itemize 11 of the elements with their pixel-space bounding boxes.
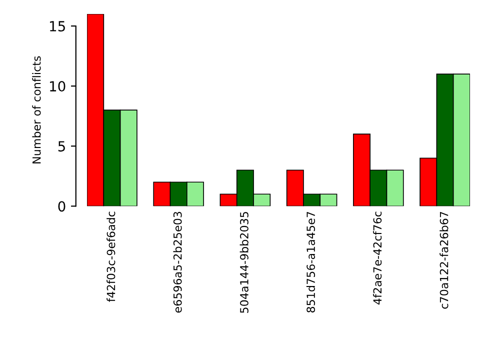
y-tick-label: 5 (58, 141, 65, 152)
x-tick-label: 851d756-a1a45e7 (306, 212, 316, 312)
y-tick-label: 15 (50, 21, 65, 32)
x-tick-label: 4f2ae7e-42cf76c (373, 212, 382, 304)
x-tick-label: c70a122-fa26b67 (440, 212, 448, 309)
x-tick-label: 504a144-9bb2035 (240, 212, 248, 313)
x-tick-label: f42f03c-9ef6adc (106, 212, 116, 302)
x-tick-label: e6596a5-2b25e03 (173, 212, 182, 313)
y-axis-title: Number of conflicts (32, 56, 41, 164)
y-tick-label: 10 (50, 81, 66, 92)
y-tick-label: 0 (58, 201, 66, 212)
